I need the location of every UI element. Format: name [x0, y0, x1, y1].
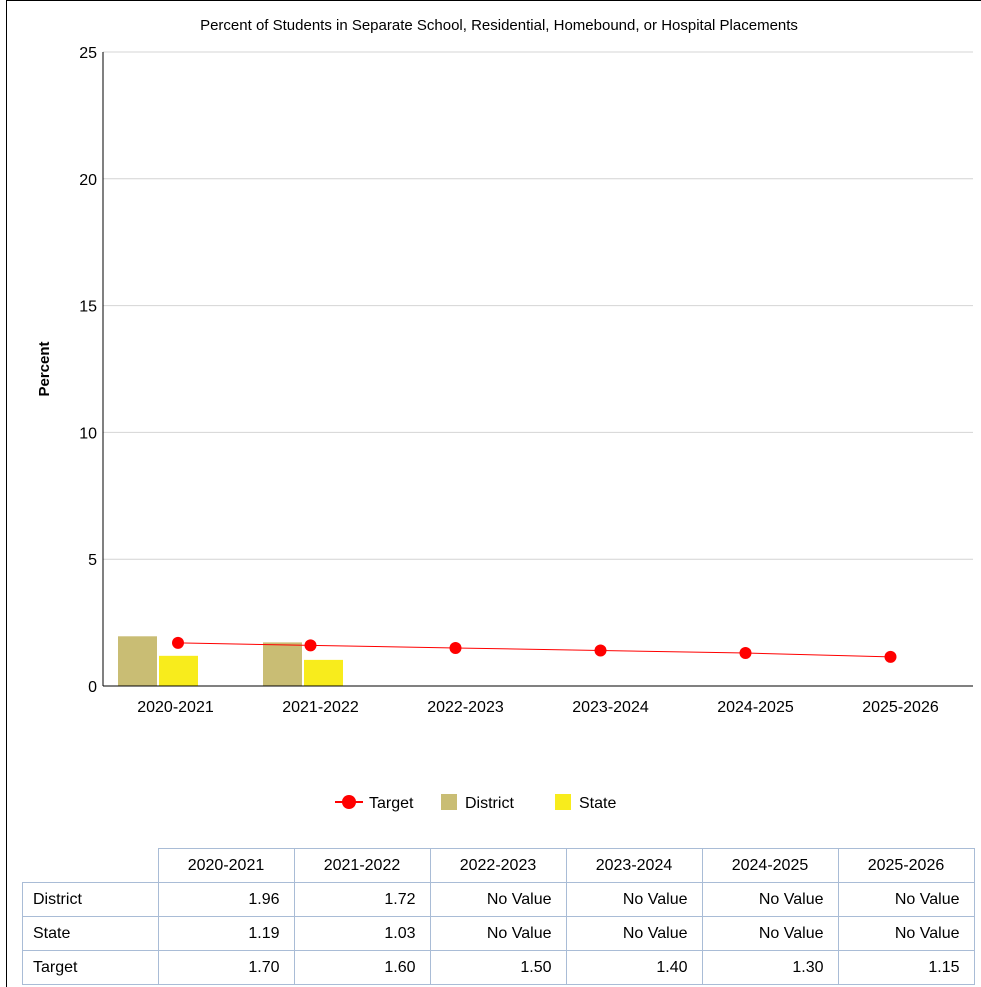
table-row: State 1.19 1.03 No Value No Value No Val…	[22, 916, 975, 951]
table-cell: No Value	[837, 882, 975, 917]
table-cell: No Value	[837, 916, 975, 951]
table-cell: 1.15	[837, 950, 975, 985]
data-table: 2020-2021 2021-2022 2022-2023 2023-2024 …	[22, 848, 975, 985]
target-point	[449, 641, 462, 654]
y-axis-label: Percent	[36, 341, 53, 396]
table-row: Target 1.70 1.60 1.50 1.40 1.30 1.15	[22, 950, 975, 985]
table-cell: No Value	[565, 882, 703, 917]
y-tick-label: 5	[88, 552, 97, 569]
x-tick-label: 2022-2023	[427, 699, 504, 716]
table-row: District 1.96 1.72 No Value No Value No …	[22, 882, 975, 917]
legend-swatch-state	[555, 794, 571, 810]
x-tick-label: 2023-2024	[572, 699, 649, 716]
y-tick-label: 20	[79, 172, 97, 189]
table-cell: No Value	[701, 916, 839, 951]
target-line	[172, 636, 897, 663]
gridlines	[103, 51, 973, 560]
bar-district	[118, 636, 157, 686]
target-point	[172, 636, 184, 649]
target-line-path	[177, 642, 891, 658]
target-point	[884, 650, 897, 663]
table-cell: No Value	[565, 916, 703, 951]
x-tick-label: 2025-2026	[862, 699, 939, 716]
column-header: 2021-2022	[293, 848, 431, 883]
y-tick-label: 15	[79, 299, 97, 316]
chart-title: Percent of Students in Separate School, …	[200, 17, 798, 34]
column-header: 2025-2026	[837, 848, 975, 883]
bar-state	[304, 659, 343, 686]
table-header-row: 2020-2021 2021-2022 2022-2023 2023-2024 …	[22, 848, 975, 883]
legend: Target District State	[335, 794, 616, 812]
x-tick-label: 2021-2022	[282, 699, 359, 716]
table-cell: 1.40	[565, 950, 703, 985]
target-point	[304, 639, 317, 652]
table-cell: 1.30	[701, 950, 839, 985]
chart-frame	[6, 0, 981, 987]
table-cell: 1.96	[157, 882, 295, 917]
x-tick-label: 2020-2021	[137, 699, 214, 716]
bar-state	[159, 655, 198, 686]
table-cell: No Value	[429, 882, 567, 917]
legend-label: District	[465, 795, 514, 812]
x-axis-ticks: 2020-2021 2021-2022 2022-2023 2023-2024 2024…	[137, 699, 939, 716]
table-cell: 1.03	[293, 916, 431, 951]
legend-marker-target	[342, 795, 356, 809]
y-tick-label: 0	[88, 679, 97, 696]
chart: Percent of Students in Separate School, …	[36, 17, 973, 812]
table-corner-cell	[22, 848, 159, 883]
bars	[118, 636, 343, 686]
y-tick-label: 25	[79, 45, 97, 62]
column-header: 2022-2023	[429, 848, 567, 883]
axes	[102, 52, 973, 687]
target-point	[594, 644, 607, 657]
column-header: 2023-2024	[565, 848, 703, 883]
table-cell: 1.60	[293, 950, 431, 985]
table-cell: 1.19	[157, 916, 295, 951]
legend-label: State	[579, 795, 616, 812]
table-cell: No Value	[429, 916, 567, 951]
table-cell: 1.72	[293, 882, 431, 917]
column-header: 2020-2021	[157, 848, 295, 883]
target-point	[739, 647, 752, 660]
table-cell: 1.70	[157, 950, 295, 985]
bar-district	[263, 642, 302, 686]
legend-swatch-district	[441, 794, 457, 810]
row-label: District	[22, 882, 159, 917]
column-header: 2024-2025	[701, 848, 839, 883]
legend-label: Target	[369, 795, 414, 812]
x-tick-label: 2024-2025	[717, 699, 794, 716]
table-cell: No Value	[701, 882, 839, 917]
y-axis-ticks: 0 5 10 15 20 25	[79, 45, 97, 696]
y-tick-label: 10	[79, 425, 97, 442]
row-label: Target	[22, 950, 159, 985]
table-cell: 1.50	[429, 950, 567, 985]
row-label: State	[22, 916, 159, 951]
